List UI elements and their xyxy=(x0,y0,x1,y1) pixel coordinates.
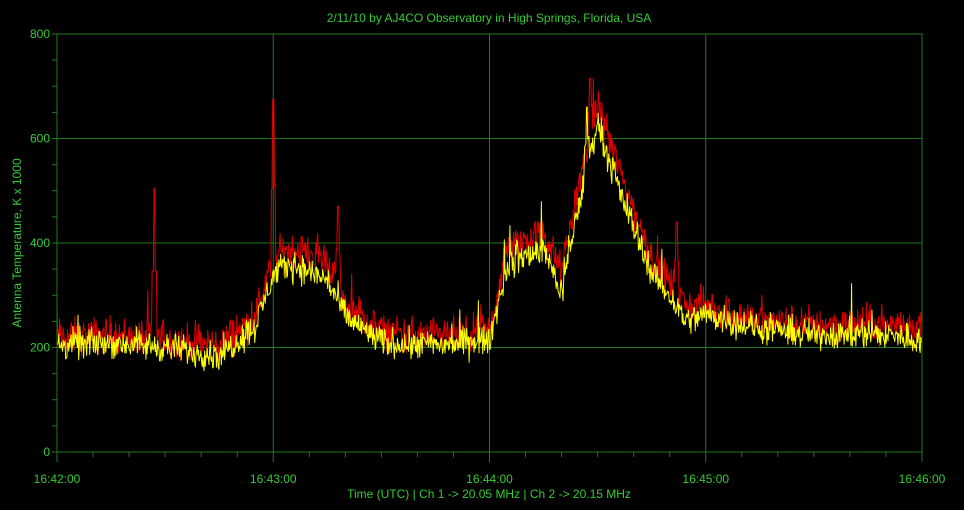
series-line-2 xyxy=(56,106,923,372)
y-axis-label: Antenna Temperature, K x 1000 xyxy=(10,158,24,328)
x-axis-label: Time (UTC) | Ch 1 -> 20.05 MHz | Ch 2 ->… xyxy=(347,487,631,501)
y-tick-label: 800 xyxy=(30,27,50,41)
y-tick-label: 0 xyxy=(43,445,50,459)
x-tick-label: 16:45:00 xyxy=(682,472,729,486)
x-tick-label: 16:43:00 xyxy=(250,472,297,486)
grid-lines xyxy=(57,34,922,452)
y-tick-label: 600 xyxy=(30,132,50,146)
chart-title: 2/11/10 by AJ4CO Observatory in High Spr… xyxy=(327,11,652,25)
x-tick-label: 16:46:00 xyxy=(899,472,946,486)
y-tick-label: 400 xyxy=(30,236,50,250)
plot-series xyxy=(56,77,923,372)
x-tick-label: 16:44:00 xyxy=(466,472,513,486)
y-tick-label: 200 xyxy=(30,341,50,355)
x-tick-label: 16:42:00 xyxy=(34,472,81,486)
axis-ticks: 0 200 400 600 800 16:42:00 16:43:00 16:44:00 16:… xyxy=(30,27,946,486)
